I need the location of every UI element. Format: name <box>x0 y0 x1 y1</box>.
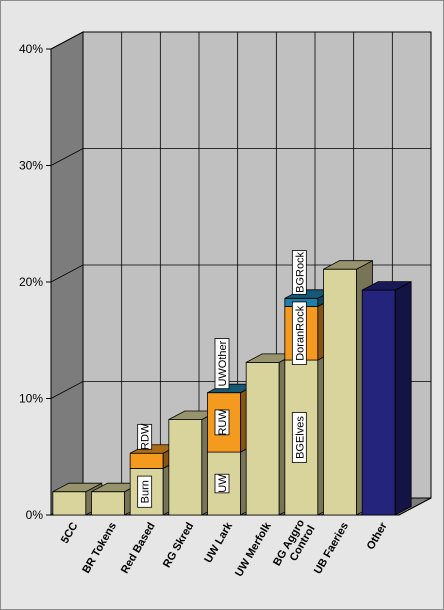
category-label-text: UW Lark <box>202 520 235 565</box>
segment-label-box <box>137 475 153 508</box>
category-label: 5CC <box>59 520 80 545</box>
segment-label-text: RDW <box>140 423 152 450</box>
segment-label: RDW <box>137 423 153 450</box>
bar-front-face <box>129 452 164 469</box>
category-label: Other <box>365 520 390 552</box>
category-label-text: BR Tokens <box>80 521 119 576</box>
segment-label: RUW <box>214 409 230 436</box>
category-label-text: UB Faeries <box>312 521 351 577</box>
y-tick-label: 20% <box>19 275 43 289</box>
bar-front-face <box>91 491 125 516</box>
segment-label-text: UW <box>217 474 229 493</box>
bar-side-face <box>394 280 412 516</box>
bar-top-face <box>323 260 373 270</box>
bar-top-face <box>361 281 412 291</box>
bars <box>52 260 412 516</box>
bar-front-face <box>52 491 87 516</box>
segment-label-box <box>137 423 153 450</box>
segment-label: BGElves <box>291 412 307 463</box>
category-label-text: RG Skred <box>161 521 196 570</box>
segment-label-text: UWOther <box>217 340 229 386</box>
y-tick-label: 30% <box>19 159 43 173</box>
category-label: BR Tokens <box>80 521 119 576</box>
bar-top-face <box>52 482 103 493</box>
segment-label: BGRock <box>291 250 307 295</box>
segment-label: Burn <box>137 475 153 508</box>
segment-label: UWOther <box>214 338 230 390</box>
segment-labels: Burn RDW UW RUW UWOther BGElves DoranRock BGRoc… <box>137 250 307 508</box>
category-label: UW Lark <box>202 520 235 565</box>
segment-label-box <box>291 250 307 295</box>
bar-front-face <box>245 361 280 516</box>
segment-label: DoranRock <box>291 301 307 366</box>
segment-label: UW <box>214 473 230 494</box>
bar-front-face <box>323 268 357 516</box>
category-label: UW Merfolk <box>233 520 274 579</box>
segment-label-text: DoranRock <box>294 305 306 361</box>
bar-front-face <box>168 419 203 516</box>
bar-front-face <box>361 289 396 516</box>
y-tick-label: 40% <box>19 42 43 56</box>
segment-label-text: RUW <box>217 409 229 436</box>
category-label-text: 5CC <box>59 520 80 545</box>
y-tick-label: 10% <box>19 392 43 406</box>
category-label-text: UW Merfolk <box>233 520 274 579</box>
segment-label-box <box>214 338 230 390</box>
segment-label-box <box>214 473 230 494</box>
segment-label-box <box>214 409 230 436</box>
segment-label-box <box>291 301 307 366</box>
bar-segment <box>361 280 412 516</box>
segment-label-box <box>291 412 307 463</box>
category-label-text: Red Based <box>119 521 158 576</box>
category-label: UB Faeries <box>312 521 351 577</box>
category-label: Red Based <box>119 521 158 576</box>
segment-label-text: Burn <box>140 480 152 503</box>
segment-label-text: BGRock <box>294 251 306 292</box>
category-label: RG Skred <box>161 521 196 570</box>
gridline <box>398 497 432 516</box>
category-label-text: Other <box>365 520 390 552</box>
segment-label-text: BGElves <box>294 416 306 459</box>
y-tick-label: 0% <box>26 508 44 522</box>
